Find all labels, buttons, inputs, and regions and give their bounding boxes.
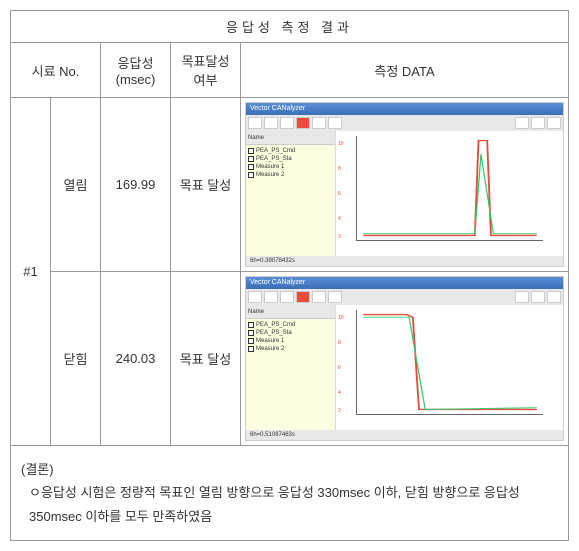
checkbox-icon[interactable] — [248, 330, 254, 336]
toolbar-button[interactable] — [264, 117, 278, 129]
toolbar-button[interactable] — [515, 291, 529, 303]
toolbar-button[interactable] — [264, 291, 278, 303]
conclusion-label: (결론) — [21, 458, 558, 481]
record-button[interactable] — [296, 291, 310, 303]
toolbar-button[interactable] — [312, 291, 326, 303]
toolbar-button[interactable] — [248, 117, 262, 129]
header-sample-no: 시료 No. — [11, 43, 101, 98]
conclusion-text: ㅇ응답성 시험은 정량적 목표인 열림 방향으로 응답성 330msec 이하,… — [21, 481, 558, 528]
value-cell: 240.03 — [101, 272, 171, 446]
chart-left-panel: Name PEA_PS_Cmd PEA_PS_Sta Measure 1 Mea… — [246, 305, 336, 430]
chart-container: Vector CANalyzer Name — [245, 102, 564, 267]
y-tick: 8 — [338, 166, 341, 172]
direction-cell: 닫힘 — [51, 272, 101, 446]
chart-svg — [357, 310, 543, 414]
chart-body: Name PEA_PS_Cmd PEA_PS_Sta Measure 1 Mea… — [246, 131, 563, 256]
chart-toolbar — [246, 115, 563, 131]
list-item[interactable]: PEA_PS_Cmd — [248, 147, 333, 155]
toolbar-button[interactable] — [515, 117, 529, 129]
list-item[interactable]: Measure 1 — [248, 163, 333, 171]
table-title: 응답성 측정 결과 — [11, 11, 569, 43]
value-cell: 169.99 — [101, 98, 171, 272]
list-item[interactable]: PEA_PS_Sta — [248, 155, 333, 163]
chart-plot-area: 10 8 6 4 2 — [336, 131, 563, 256]
table-row: #1 열림 169.99 목표 달성 Vector CANalyzer — [11, 98, 569, 272]
checkbox-icon[interactable] — [248, 148, 254, 154]
checkbox-icon[interactable] — [248, 172, 254, 178]
chart-body: Name PEA_PS_Cmd PEA_PS_Sta Measure 1 Mea… — [246, 305, 563, 430]
y-tick: 10 — [338, 141, 344, 147]
list-item[interactable]: Measure 2 — [248, 171, 333, 179]
chart-container: Vector CANalyzer Name — [245, 276, 564, 441]
chart-cell: Vector CANalyzer Name — [241, 272, 569, 446]
toolbar-button[interactable] — [328, 117, 342, 129]
header-target: 목표달성 여부 — [171, 43, 241, 98]
y-tick: 4 — [338, 390, 341, 396]
header-data: 측정 DATA — [241, 43, 569, 98]
y-tick: 2 — [338, 408, 341, 414]
item-label: PEA_PS_Cmd — [256, 148, 295, 154]
toolbar-button[interactable] — [547, 117, 561, 129]
item-label: Measure 2 — [256, 346, 284, 352]
checkbox-icon[interactable] — [248, 164, 254, 170]
left-panel-items: PEA_PS_Cmd PEA_PS_Sta Measure 1 Measure … — [246, 319, 335, 355]
status-cell: 목표 달성 — [171, 98, 241, 272]
checkbox-icon[interactable] — [248, 156, 254, 162]
toolbar-button[interactable] — [531, 117, 545, 129]
item-label: Measure 1 — [256, 164, 284, 170]
list-item[interactable]: Measure 1 — [248, 337, 333, 345]
checkbox-icon[interactable] — [248, 346, 254, 352]
results-table: 응답성 측정 결과 시료 No. 응답성 (msec) 목표달성 여부 측정 D… — [10, 10, 569, 541]
table-row: 닫힘 240.03 목표 달성 Vector CANalyzer — [11, 272, 569, 446]
chart-footer: 6h=0.39078432s — [246, 256, 563, 266]
y-tick: 4 — [338, 216, 341, 222]
y-tick: 8 — [338, 340, 341, 346]
record-button[interactable] — [296, 117, 310, 129]
sample-id: #1 — [11, 98, 51, 446]
y-tick: 2 — [338, 234, 341, 240]
chart-plot-area: 10 8 6 4 2 — [336, 305, 563, 430]
list-item[interactable]: Measure 2 — [248, 345, 333, 353]
toolbar-button[interactable] — [312, 117, 326, 129]
item-label: PEA_PS_Cmd — [256, 322, 295, 328]
chart-left-panel: Name PEA_PS_Cmd PEA_PS_Sta Measure 1 Mea… — [246, 131, 336, 256]
toolbar-button[interactable] — [248, 291, 262, 303]
chart-titlebar: Vector CANalyzer — [246, 103, 563, 115]
y-tick: 6 — [338, 191, 341, 197]
conclusion-cell: (결론) ㅇ응답성 시험은 정량적 목표인 열림 방향으로 응답성 330mse… — [11, 446, 569, 541]
toolbar-button[interactable] — [531, 291, 545, 303]
chart-titlebar: Vector CANalyzer — [246, 277, 563, 289]
checkbox-icon[interactable] — [248, 322, 254, 328]
left-panel-header: Name — [246, 305, 335, 319]
checkbox-icon[interactable] — [248, 338, 254, 344]
chart-line-red — [363, 141, 537, 236]
chart-cell: Vector CANalyzer Name — [241, 98, 569, 272]
chart-svg — [357, 136, 543, 240]
left-panel-header: Name — [246, 131, 335, 145]
status-cell: 목표 달성 — [171, 272, 241, 446]
y-tick: 6 — [338, 365, 341, 371]
list-item[interactable]: PEA_PS_Sta — [248, 329, 333, 337]
toolbar-button[interactable] — [328, 291, 342, 303]
header-response: 응답성 (msec) — [101, 43, 171, 98]
y-tick: 10 — [338, 315, 344, 321]
toolbar-button[interactable] — [280, 117, 294, 129]
chart-line-green — [363, 154, 537, 234]
chart-line-red — [363, 315, 537, 410]
chart-line-green — [363, 317, 537, 409]
chart-footer: 6h=0.51087463s — [246, 430, 563, 440]
chart-toolbar — [246, 289, 563, 305]
direction-cell: 열림 — [51, 98, 101, 272]
item-label: PEA_PS_Sta — [256, 156, 292, 162]
left-panel-items: PEA_PS_Cmd PEA_PS_Sta Measure 1 Measure … — [246, 145, 335, 181]
item-label: PEA_PS_Sta — [256, 330, 292, 336]
toolbar-button[interactable] — [547, 291, 561, 303]
toolbar-button[interactable] — [280, 291, 294, 303]
item-label: Measure 2 — [256, 172, 284, 178]
item-label: Measure 1 — [256, 338, 284, 344]
list-item[interactable]: PEA_PS_Cmd — [248, 321, 333, 329]
